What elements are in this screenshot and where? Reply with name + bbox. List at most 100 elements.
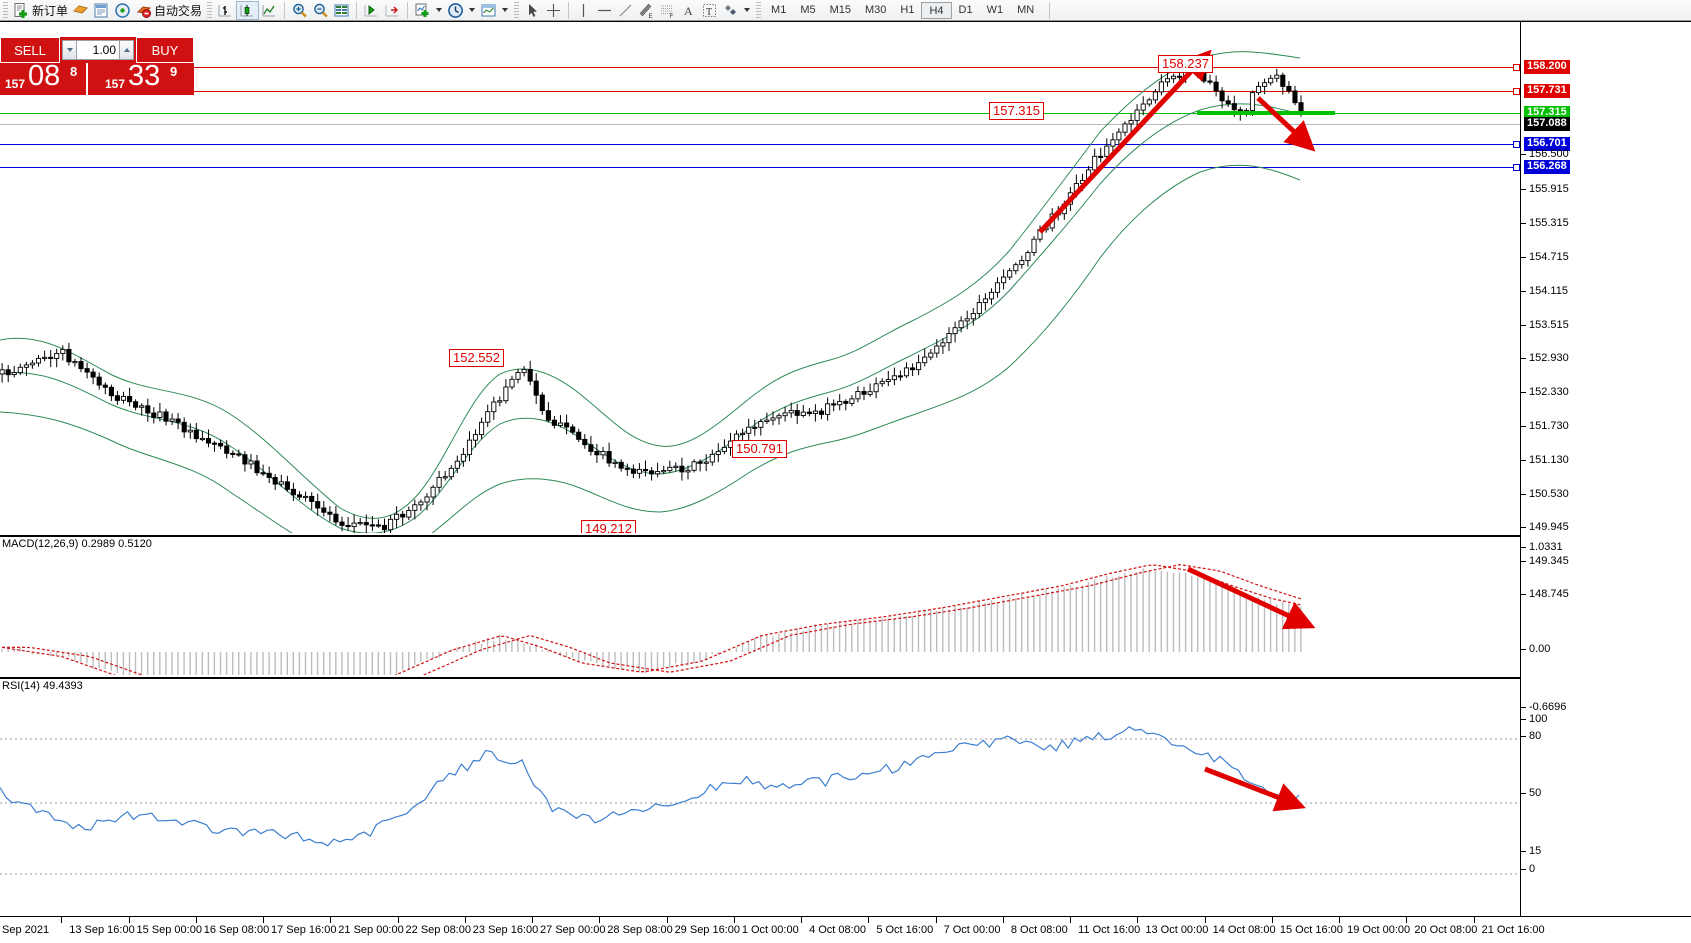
- time-label-8: 27 Sep 00:00: [540, 924, 606, 936]
- volume-increase-button[interactable]: [119, 40, 134, 60]
- templates-button[interactable]: [478, 1, 499, 20]
- indicators-dropdown-caret[interactable]: [436, 8, 443, 12]
- volume-input[interactable]: 1.00: [77, 40, 119, 60]
- signals-button[interactable]: [112, 1, 133, 20]
- buy-button[interactable]: BUY: [136, 37, 194, 63]
- buy-price-big: 33: [128, 60, 161, 92]
- annotation-152552[interactable]: 152.552: [449, 349, 504, 367]
- timeframe-h1[interactable]: H1: [900, 3, 915, 16]
- timeframe-m1[interactable]: M1: [771, 3, 787, 16]
- last-price-line-157088[interactable]: [0, 124, 1520, 125]
- toolbar-grip-4[interactable]: [756, 2, 762, 18]
- timeframe-m30[interactable]: M30: [865, 3, 887, 16]
- one-click-trading-panel[interactable]: SELL 1.00 BUY 08 157 8 33 157 9: [0, 37, 194, 95]
- macd-pane[interactable]: MACD(12,26,9) 0.2989 0.5120: [0, 535, 1520, 675]
- objects-button[interactable]: [720, 1, 741, 20]
- sell-price[interactable]: 08 157 8: [0, 60, 88, 95]
- toolbar-separator-2: [356, 1, 358, 19]
- level-handle-158200[interactable]: [1513, 64, 1520, 71]
- rsi-pane[interactable]: RSI(14) 49.4393: [0, 677, 1520, 915]
- zoom-out-icon: [312, 2, 329, 19]
- auto-scroll-button[interactable]: [382, 1, 403, 20]
- zoom-out-button[interactable]: [310, 1, 331, 20]
- resistance-line-157731[interactable]: [0, 91, 1520, 92]
- rsi-series-layer: [0, 726, 1520, 875]
- timeframe-w1[interactable]: W1: [986, 3, 1004, 16]
- price-pane[interactable]: 158.237 157.315 152.552 150.791 149.212: [0, 22, 1520, 533]
- vertical-line-button[interactable]: [573, 1, 594, 20]
- period-button[interactable]: [445, 1, 466, 20]
- timeframe-m15[interactable]: M15: [829, 3, 851, 16]
- price-label-157088[interactable]: 157.088: [1524, 117, 1570, 131]
- price-label-156268[interactable]: 156.268: [1524, 160, 1570, 174]
- level-line-156268[interactable]: [0, 167, 1520, 168]
- crosshair-button[interactable]: [543, 1, 564, 20]
- data-window-button[interactable]: [91, 1, 112, 20]
- candlestick-chart-button[interactable]: [236, 0, 260, 20]
- price-label-157315[interactable]: 157.315: [1524, 106, 1570, 120]
- indicators-icon: [414, 2, 431, 19]
- level-handle-157731[interactable]: [1513, 88, 1520, 95]
- trendline-button[interactable]: [615, 1, 636, 20]
- cursor-icon: [524, 2, 541, 19]
- zoom-in-button[interactable]: [289, 1, 310, 20]
- horizontal-line-button[interactable]: [594, 1, 615, 20]
- level-handle-156268[interactable]: [1513, 164, 1520, 171]
- time-label-20: 19 Oct 00:00: [1347, 924, 1411, 936]
- timeframe-d1[interactable]: D1: [958, 3, 973, 16]
- time-scale[interactable]: Sep 2021 13 Sep 16:00 15 Sep 00:00 16 Sep 0…: [0, 916, 1691, 943]
- time-label-7: 23 Sep 16:00: [472, 924, 539, 936]
- toolbar-grip-3[interactable]: [514, 2, 520, 18]
- price-label-158200[interactable]: 158.200: [1524, 60, 1570, 74]
- price-label-157731[interactable]: 157.731: [1524, 84, 1570, 98]
- bar-chart-button[interactable]: [215, 1, 236, 20]
- toolbar-grip[interactable]: [3, 2, 8, 18]
- price-tick-153515: 153.515: [1521, 319, 1569, 331]
- time-label-19: 15 Oct 16:00: [1279, 924, 1343, 936]
- chart-shift-button[interactable]: [361, 1, 382, 20]
- annotation-158237[interactable]: 158.237: [1158, 55, 1213, 73]
- time-label-6: 22 Sep 08:00: [405, 924, 471, 936]
- cursor-button[interactable]: [522, 1, 543, 20]
- period-dropdown-caret[interactable]: [469, 8, 476, 12]
- annotation-149212[interactable]: 149.212: [581, 520, 636, 533]
- price-tick-148745: 148.745: [1521, 588, 1569, 600]
- timeframe-h4[interactable]: H4: [921, 1, 952, 19]
- rsi-tick-80: 80: [1521, 730, 1541, 742]
- time-separator: [330, 917, 332, 923]
- price-arrow-layer: [1038, 49, 1316, 234]
- text-button[interactable]: A: [678, 1, 699, 20]
- toolbar-separator: [284, 1, 286, 19]
- indicators-button[interactable]: [412, 1, 433, 20]
- new-order-button[interactable]: 新订单: [11, 1, 70, 20]
- buy-price[interactable]: 33 157 9: [88, 60, 194, 95]
- chart-area[interactable]: GBPJPY-,H4 157.188 157.265 157.088 157.0…: [0, 21, 1691, 943]
- auto-trading-button[interactable]: 自动交易: [133, 1, 204, 20]
- line-chart-button[interactable]: [259, 1, 280, 20]
- price-tick-151130: 151.130: [1521, 454, 1569, 466]
- text-label-button[interactable]: T: [699, 1, 720, 20]
- objects-dropdown-caret[interactable]: [744, 8, 751, 12]
- time-label-4: 17 Sep 16:00: [271, 924, 337, 936]
- timeframe-mn[interactable]: MN: [1017, 3, 1035, 16]
- annotation-150791[interactable]: 150.791: [732, 440, 787, 458]
- price-label-156701[interactable]: 156.701: [1524, 137, 1570, 151]
- templates-dropdown-caret[interactable]: [502, 8, 509, 12]
- annotation-157315[interactable]: 157.315: [989, 102, 1044, 120]
- support-line-157315[interactable]: [0, 113, 1520, 114]
- resistance-line-158200[interactable]: [0, 67, 1520, 68]
- sell-button[interactable]: SELL: [0, 37, 60, 63]
- volume-decrease-button[interactable]: [62, 40, 77, 60]
- toolbar-grip-2[interactable]: [207, 2, 213, 18]
- level-line-156701[interactable]: [0, 144, 1520, 145]
- time-separator: [733, 917, 735, 923]
- timeframe-m5[interactable]: M5: [800, 3, 816, 16]
- macd-label: MACD(12,26,9) 0.2989 0.5120: [2, 538, 152, 550]
- fibonacci-button[interactable]: F: [657, 1, 678, 20]
- level-handle-156701[interactable]: [1513, 141, 1520, 148]
- equidistant-channel-button[interactable]: E: [636, 1, 657, 20]
- market-watch-button[interactable]: [331, 1, 352, 20]
- expert-advisor-button[interactable]: [70, 1, 91, 20]
- crosshair-icon: [545, 2, 562, 19]
- price-scale[interactable]: 158.200 157.731 157.315 157.088 156.701 156.5…: [1520, 22, 1691, 943]
